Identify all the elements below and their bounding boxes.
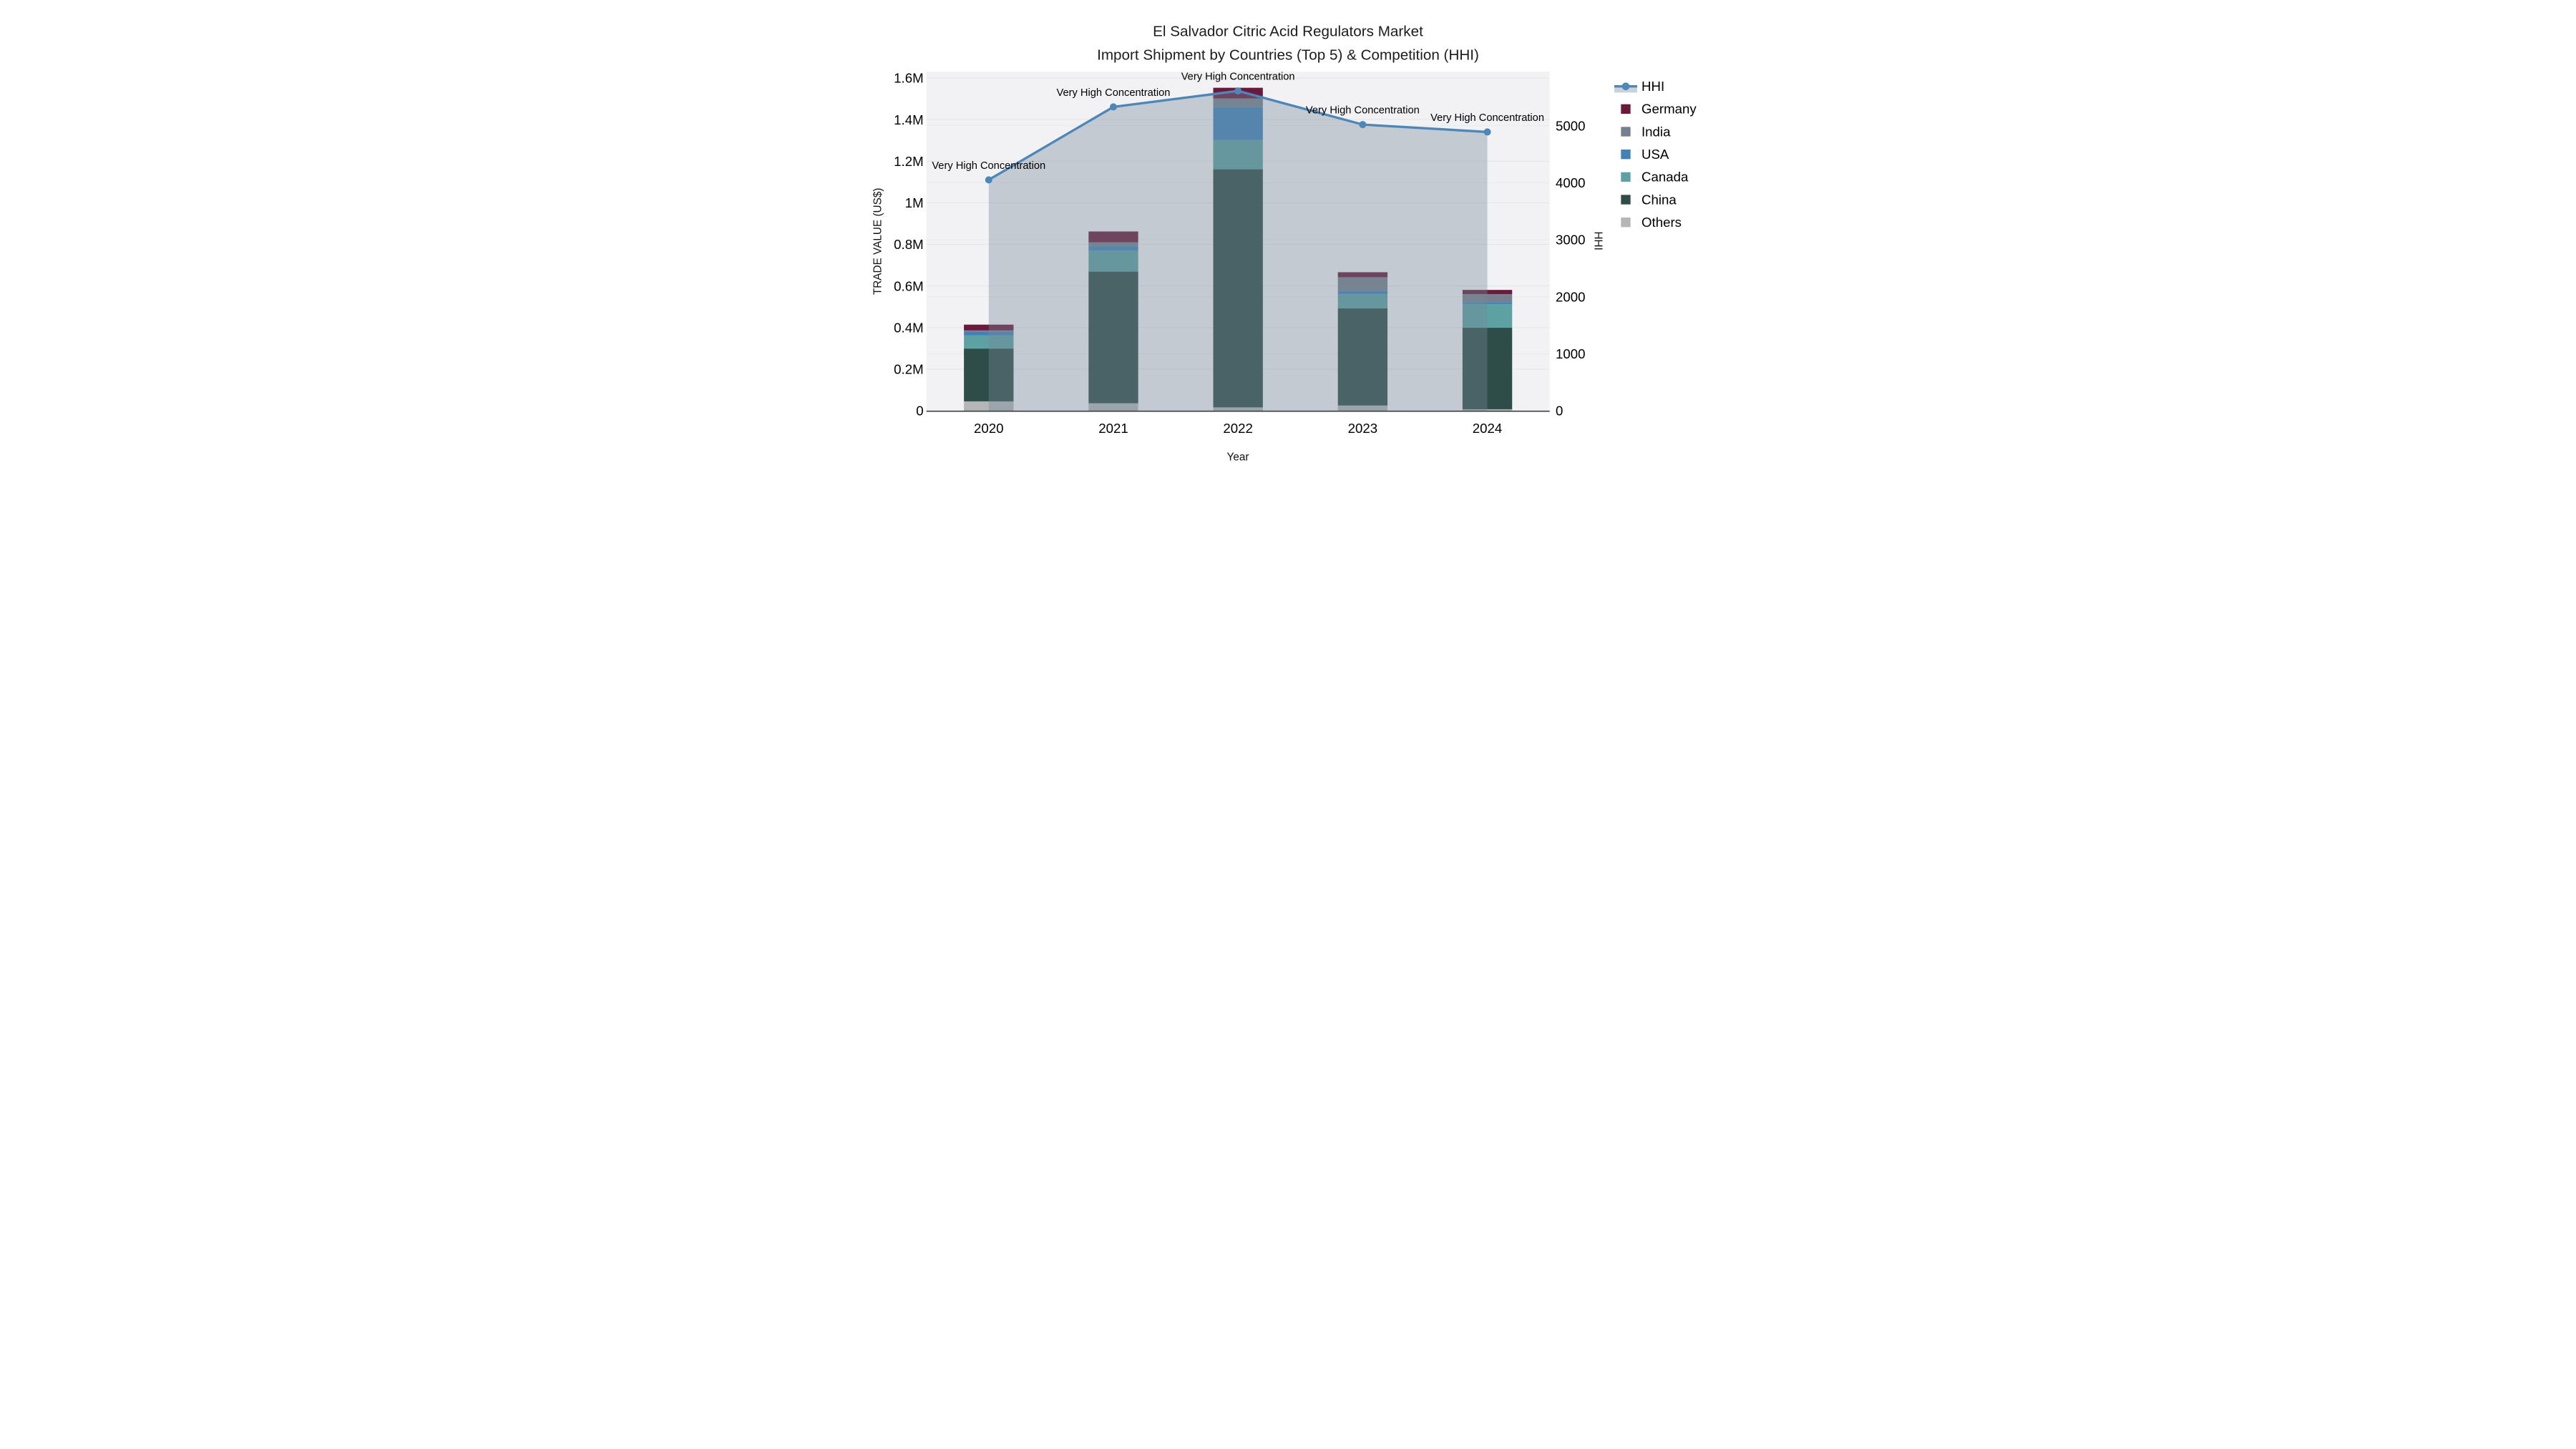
hhi-area-fill — [988, 91, 1488, 411]
legend-label-china: China — [1641, 192, 1677, 207]
bar-segment-2021-china[interactable] — [1088, 271, 1138, 404]
bar-segment-2024-germany[interactable] — [1462, 290, 1513, 294]
plot-area-group: Very High Concentration Very High Concent… — [894, 71, 1585, 436]
legend-hhi-marker-icon — [1621, 82, 1630, 90]
bar-segment-2023-others[interactable] — [1337, 405, 1388, 411]
bar-segment-2021-germany[interactable] — [1088, 231, 1138, 243]
bar-segment-2022-canada[interactable] — [1213, 140, 1263, 170]
bar-segment-2021-others[interactable] — [1088, 403, 1138, 411]
y-right-tick-1000: 1000 — [1556, 346, 1586, 361]
y-left-tick-0.8M: 0.8M — [894, 237, 923, 252]
hhi-marker-2020[interactable] — [985, 176, 992, 184]
hhi-marker-2021[interactable] — [1109, 103, 1117, 111]
y-left-tick-1.2M: 1.2M — [894, 154, 923, 169]
bar-segment-2023-germany[interactable] — [1337, 272, 1388, 278]
legend-label-usa: USA — [1641, 147, 1669, 162]
bar-segment-2021-canada[interactable] — [1088, 250, 1138, 272]
bar-segment-2024-usa[interactable] — [1462, 302, 1513, 304]
legend-item-india[interactable]: India — [1621, 124, 1671, 139]
y-right-tick-3000: 3000 — [1556, 233, 1586, 248]
x-tick-2024: 2024 — [1473, 421, 1503, 436]
y-right-tick-5000: 5000 — [1556, 118, 1586, 133]
legend-swatch-icon — [1621, 104, 1631, 114]
bar-segment-2022-others[interactable] — [1213, 407, 1263, 411]
bar-segment-2022-india[interactable] — [1213, 98, 1263, 107]
legend-swatch-icon — [1621, 172, 1631, 182]
annotation-2024: Very High Concentration — [1430, 112, 1544, 124]
annotation-2022: Very High Concentration — [1181, 72, 1295, 83]
bar-segment-2023-china[interactable] — [1337, 308, 1388, 406]
x-tick-2020: 2020 — [974, 421, 1004, 436]
x-tick-2022: 2022 — [1223, 421, 1253, 436]
y-left-tick-0.4M: 0.4M — [894, 320, 923, 335]
y-left-tick-1.6M: 1.6M — [894, 71, 923, 86]
bar-segment-2020-others[interactable] — [964, 401, 1014, 411]
legend: HHI Germany India USA Canada China Others — [1614, 79, 1697, 230]
legend-swatch-icon — [1621, 150, 1631, 160]
y-left-tick-1.4M: 1.4M — [894, 112, 923, 127]
hhi-marker-2022[interactable] — [1234, 87, 1242, 95]
y-left-tick-0.6M: 0.6M — [894, 278, 923, 293]
y-right-tick-2000: 2000 — [1556, 289, 1586, 304]
legend-item-others[interactable]: Others — [1621, 215, 1682, 230]
bar-segment-2024-others[interactable] — [1462, 409, 1513, 411]
hhi-marker-2023[interactable] — [1359, 121, 1367, 129]
y-right-tick-4000: 4000 — [1556, 175, 1586, 190]
chart-title-line1: El Salvador Citric Acid Regulators Marke… — [1153, 24, 1423, 40]
hhi-marker-2024[interactable] — [1483, 128, 1491, 136]
legend-label-hhi: HHI — [1641, 79, 1664, 94]
bar-segment-2024-india[interactable] — [1462, 293, 1513, 303]
chart-canvas: Very High Concentration Very High Concent… — [872, 24, 1697, 464]
legend-item-germany[interactable]: Germany — [1621, 102, 1697, 117]
chart-title-line2: Import Shipment by Countries (Top 5) & C… — [1097, 47, 1479, 63]
y-left-tick-0.2M: 0.2M — [894, 362, 923, 377]
bar-segment-2023-india[interactable] — [1337, 277, 1388, 291]
x-tick-2023: 2023 — [1348, 421, 1378, 436]
bar-segment-2024-canada[interactable] — [1462, 303, 1513, 328]
bar-segment-2020-china[interactable] — [964, 348, 1014, 401]
bar-segment-2020-germany[interactable] — [964, 324, 1014, 331]
legend-swatch-icon — [1621, 195, 1631, 205]
legend-swatch-icon — [1621, 127, 1631, 137]
bar-segment-2021-usa[interactable] — [1088, 246, 1138, 250]
y-left-tick-0: 0 — [916, 404, 923, 419]
bar-segment-2020-canada[interactable] — [964, 335, 1014, 349]
legend-label-canada: Canada — [1641, 170, 1689, 185]
bar-segment-2021-india[interactable] — [1088, 242, 1138, 247]
legend-item-china[interactable]: China — [1621, 192, 1677, 207]
legend-item-hhi[interactable]: HHI — [1614, 79, 1664, 94]
y-left-axis-title: TRADE VALUE (US$) — [872, 188, 884, 296]
legend-label-others: Others — [1641, 215, 1682, 230]
y-left-tick-1M: 1M — [905, 195, 924, 210]
bar-segment-2023-usa[interactable] — [1337, 291, 1388, 295]
x-tick-2021: 2021 — [1098, 421, 1128, 436]
annotation-2023: Very High Concentration — [1306, 105, 1420, 117]
annotation-2021: Very High Concentration — [1057, 87, 1171, 99]
legend-swatch-icon — [1621, 218, 1631, 228]
y-right-tick-0: 0 — [1556, 404, 1563, 419]
legend-label-india: India — [1641, 124, 1671, 139]
legend-item-usa[interactable]: USA — [1621, 147, 1669, 162]
bar-segment-2024-china[interactable] — [1462, 328, 1513, 409]
bar-segment-2022-usa[interactable] — [1213, 107, 1263, 140]
bar-segment-2020-usa[interactable] — [964, 331, 1014, 336]
y-right-axis-title: HHI — [1592, 231, 1604, 250]
legend-item-canada[interactable]: Canada — [1621, 170, 1689, 185]
bar-segment-2023-canada[interactable] — [1337, 294, 1388, 309]
bar-segment-2020-india[interactable] — [964, 330, 1014, 332]
bar-segment-2022-china[interactable] — [1213, 169, 1263, 408]
chart-page: Very High Concentration Very High Concent… — [859, 0, 1717, 483]
legend-label-germany: Germany — [1641, 102, 1697, 117]
annotation-2020: Very High Concentration — [932, 160, 1045, 172]
x-axis-title: Year — [1227, 451, 1249, 463]
